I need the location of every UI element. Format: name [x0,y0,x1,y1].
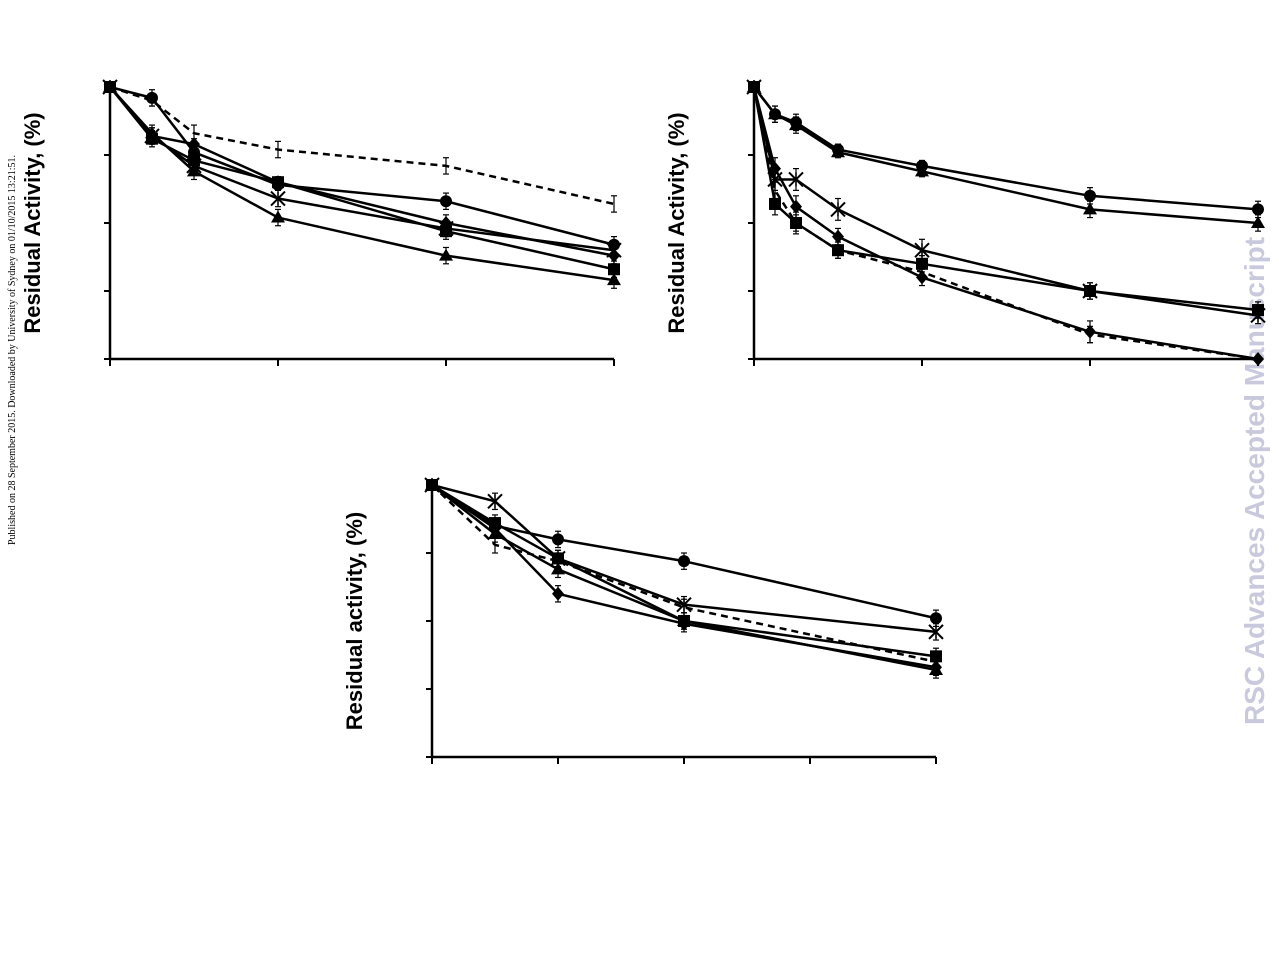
series-circle [748,81,1264,219]
series-dashed [109,85,617,213]
error-bar [611,195,617,213]
data-point-triangle [768,107,782,120]
data-point-diamond [790,199,802,214]
series-circle [104,81,620,254]
error-bar [933,653,939,671]
chart-panel-top-right: Residual Activity, (%) [664,79,1266,366]
error-bar [919,263,925,281]
series-square [426,479,942,666]
y-axis-label: Residual activity, (%) [342,512,367,730]
data-point-circle [930,612,942,625]
data-point-circle [1084,189,1096,202]
data-point-star [270,190,286,207]
data-point-star [186,158,202,174]
series-line [109,85,615,206]
data-point-star [928,624,944,640]
data-point-circle [552,533,564,546]
series-line [431,484,937,664]
data-point-star [144,128,160,144]
series-square [104,81,620,278]
series-dashed [431,484,939,671]
data-point-diamond [188,137,200,152]
error-bar [1087,325,1093,344]
y-axis-label: Residual Activity, (%) [664,112,689,333]
error-bar [681,598,687,617]
data-point-square [1084,285,1096,297]
error-bar [772,181,778,200]
error-bar [793,214,799,232]
data-point-triangle [915,164,929,177]
data-point-square [769,197,781,210]
data-point-triangle [439,248,453,261]
y-axis-label: Residual Activity, (%) [20,112,45,333]
series-line [752,86,1259,317]
series-line [752,86,1259,312]
data-point-star [606,242,622,258]
data-point-circle [678,555,690,568]
data-point-circle [440,195,452,208]
error-bar [555,552,561,570]
data-point-triangle [271,210,285,223]
data-point-circle [1252,203,1264,216]
data-point-diamond [832,229,844,244]
data-point-star [438,220,454,237]
series-star [102,79,622,259]
error-bar [191,124,197,142]
data-point-triangle [1083,202,1097,215]
data-point-triangle [607,273,621,286]
data-point-diamond [552,586,564,601]
data-point-star [487,493,503,510]
error-bar [492,536,498,554]
error-bar [275,140,281,159]
series-triangle [103,80,621,289]
data-point-star [830,201,846,218]
data-point-triangle [831,145,845,158]
data-point-square [1252,304,1264,317]
series-star [746,79,1266,325]
data-point-diamond [678,616,690,631]
series-diamond [748,80,1264,366]
error-bar [149,94,155,107]
data-point-square [272,176,284,189]
series-line [109,86,615,252]
data-point-diamond [489,521,501,536]
series-dashed [752,86,1259,361]
series-line [109,86,615,257]
error-bar [443,157,449,175]
published-note: Published on 28 September 2015. Download… [7,155,18,545]
data-point-star [788,171,804,188]
data-point-star [914,242,930,258]
chart-panel-top-left: Residual Activity, (%) [20,79,622,366]
series-line [109,86,615,282]
data-point-triangle [789,118,803,131]
error-bar [835,241,841,259]
series-line [752,86,1259,361]
chart-panel-bottom: Residual activity, (%) [342,477,944,764]
series-triangle [747,80,1265,232]
series-line [109,85,615,246]
series-line [752,86,1259,361]
data-point-triangle [1251,216,1265,228]
